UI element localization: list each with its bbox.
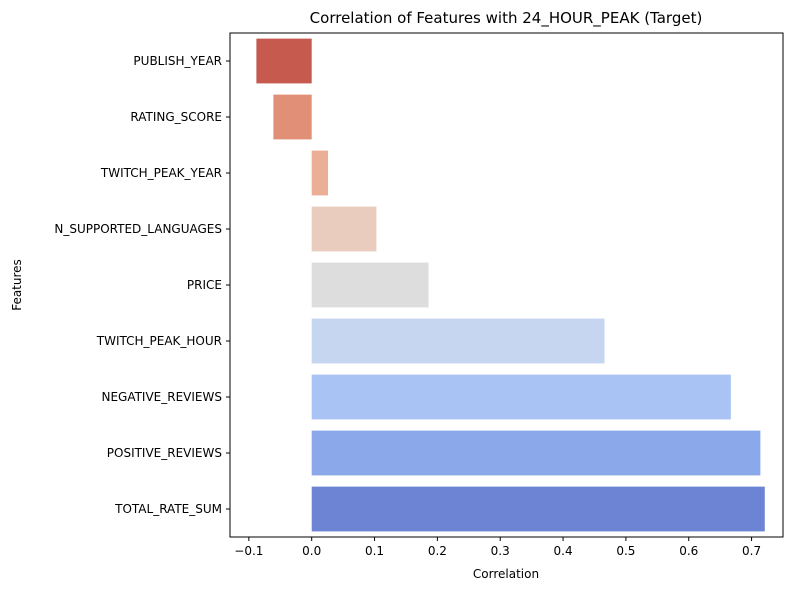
y-tick-label: TWITCH_PEAK_YEAR	[100, 166, 222, 180]
bar-total-rate-sum	[311, 486, 765, 532]
chart-title: Correlation of Features with 24_HOUR_PEA…	[310, 9, 703, 28]
x-tick-label: 0.7	[742, 544, 761, 558]
bar-price	[311, 262, 429, 308]
x-tick-label: 0.6	[679, 544, 698, 558]
bar-n-supported-languages	[311, 206, 377, 252]
x-tick-label: 0.4	[554, 544, 573, 558]
y-tick-label: NEGATIVE_REVIEWS	[101, 390, 222, 404]
x-axis: −0.1 0.0 0.1 0.2 0.3 0.4 0.5 0.6 0.7	[234, 537, 761, 558]
bar-positive-reviews	[311, 430, 761, 476]
x-tick-label: 0.2	[428, 544, 447, 558]
bar-rating-score	[273, 94, 312, 140]
y-tick-label: RATING_SCORE	[130, 110, 222, 124]
y-tick-label: PRICE	[187, 278, 222, 292]
x-axis-label: Correlation	[473, 567, 539, 581]
bar-negative-reviews	[311, 374, 731, 420]
bar-twitch-peak-hour	[311, 318, 605, 364]
x-tick-label: 0.5	[616, 544, 635, 558]
y-axis-label: Features	[10, 259, 24, 311]
x-tick-label: 0.0	[302, 544, 321, 558]
bars-group	[256, 38, 765, 532]
y-tick-label: TWITCH_PEAK_HOUR	[96, 334, 222, 348]
y-tick-label: N_SUPPORTED_LANGUAGES	[54, 222, 222, 236]
bar-twitch-peak-year	[311, 150, 329, 196]
x-tick-label: −0.1	[234, 544, 263, 558]
y-tick-label: POSITIVE_REVIEWS	[107, 446, 222, 460]
x-tick-label: 0.1	[365, 544, 384, 558]
x-tick-label: 0.3	[491, 544, 510, 558]
y-axis: PUBLISH_YEAR RATING_SCORE TWITCH_PEAK_YEAR…	[54, 54, 230, 516]
y-tick-label: PUBLISH_YEAR	[133, 54, 222, 68]
y-tick-label: TOTAL_RATE_SUM	[114, 502, 222, 516]
bar-publish-year	[256, 38, 312, 84]
